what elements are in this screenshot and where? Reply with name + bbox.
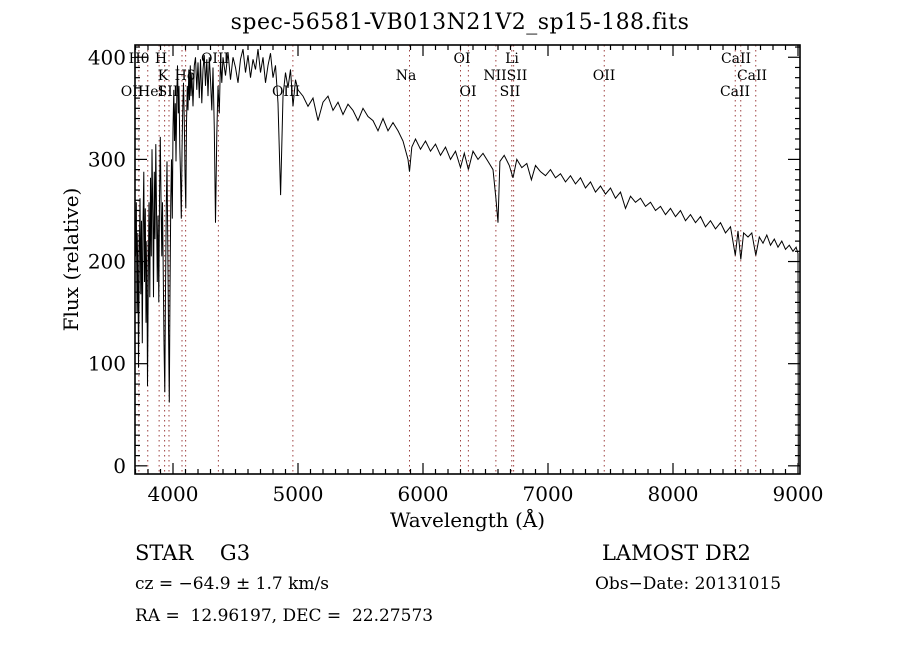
spectral-line-label: OI — [453, 51, 470, 67]
object-class-label: STAR G3 — [135, 541, 251, 565]
spectral-line-label: K — [158, 68, 169, 84]
y-axis-title: Flux (relative) — [59, 188, 83, 332]
y-tick-label: 200 — [88, 250, 126, 274]
x-axis-title: Wavelength (Å) — [390, 507, 545, 532]
x-tick-label: 7000 — [523, 482, 574, 506]
spectral-line-label: HeI — [138, 84, 164, 100]
x-axis-ticks — [134, 45, 799, 474]
y-tick-label: 100 — [88, 352, 126, 376]
spectral-line-label: OI — [459, 84, 476, 100]
y-axis-ticks — [135, 46, 800, 467]
coordinates-label: RA = 12.96197, DEC = 22.27573 — [135, 606, 434, 626]
spectrum-trace — [135, 48, 800, 467]
spectral-line-label: OII — [121, 84, 144, 100]
spectral-line-label: SII — [500, 84, 521, 100]
y-tick-label: 0 — [113, 454, 126, 478]
spectral-line-label: H — [155, 51, 167, 67]
y-tick-label: 400 — [88, 45, 126, 69]
spectral-line-label: SII — [507, 68, 528, 84]
spectral-line-label: OII — [593, 68, 616, 84]
x-tick-label: 4000 — [148, 482, 199, 506]
spectral-line-label: NII — [483, 68, 506, 84]
spectral-line-label: CaII — [721, 51, 751, 67]
x-tick-label: 6000 — [398, 482, 449, 506]
spectral-line-label: CaII — [720, 84, 750, 100]
spectral-line-label: Hθ — [129, 51, 150, 67]
x-tick-label: 9000 — [773, 482, 824, 506]
obs-date-label: Obs−Date: 20131015 — [595, 574, 782, 594]
plot-title: spec-56581-VB013N21V2_sp15-188.fits — [230, 10, 690, 35]
y-tick-label: 300 — [88, 147, 126, 171]
cz-velocity-label: cz = −64.9 ± 1.7 km/s — [135, 574, 329, 594]
spectral-line-label: SII — [158, 84, 179, 100]
spectral-line-label: OIII — [272, 84, 300, 100]
spectral-line-label: CaII — [737, 68, 767, 84]
x-tick-label: 5000 — [273, 482, 324, 506]
survey-release-label: LAMOST DR2 — [602, 541, 751, 565]
spectral-line-label: Li — [505, 51, 519, 67]
plot-frame — [134, 44, 801, 475]
spectral-line-label: Na — [396, 68, 417, 84]
x-tick-label: 8000 — [648, 482, 699, 506]
spectral-line-label: OIII — [201, 51, 229, 67]
